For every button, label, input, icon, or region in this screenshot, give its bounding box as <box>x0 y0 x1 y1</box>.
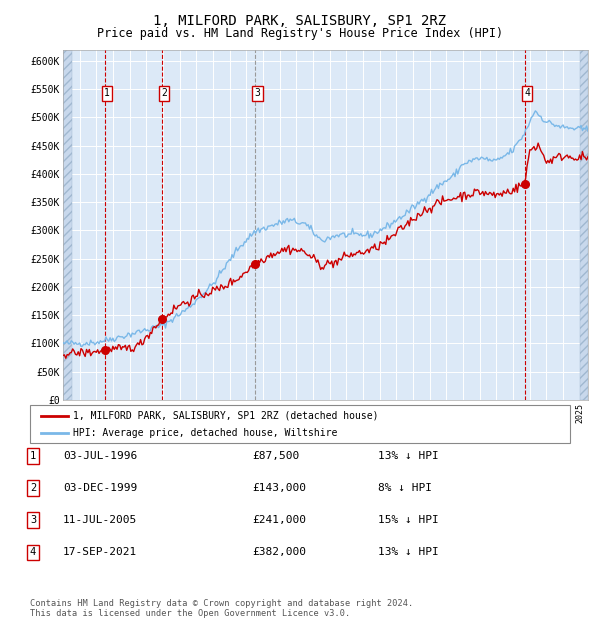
Text: 3: 3 <box>30 515 36 525</box>
Text: Contains HM Land Registry data © Crown copyright and database right 2024.
This d: Contains HM Land Registry data © Crown c… <box>30 599 413 618</box>
Text: 1: 1 <box>30 451 36 461</box>
Bar <box>580 50 588 400</box>
Text: 2: 2 <box>30 483 36 493</box>
Text: 4: 4 <box>524 89 530 99</box>
Text: Price paid vs. HM Land Registry's House Price Index (HPI): Price paid vs. HM Land Registry's House … <box>97 27 503 40</box>
Text: 2: 2 <box>161 89 167 99</box>
Text: 11-JUL-2005: 11-JUL-2005 <box>63 515 137 525</box>
Text: 1: 1 <box>104 89 110 99</box>
Text: 15% ↓ HPI: 15% ↓ HPI <box>378 515 439 525</box>
Text: £143,000: £143,000 <box>252 483 306 493</box>
Text: 1, MILFORD PARK, SALISBURY, SP1 2RZ: 1, MILFORD PARK, SALISBURY, SP1 2RZ <box>154 14 446 28</box>
Text: £382,000: £382,000 <box>252 547 306 557</box>
Text: 8% ↓ HPI: 8% ↓ HPI <box>378 483 432 493</box>
Text: 13% ↓ HPI: 13% ↓ HPI <box>378 547 439 557</box>
Text: 17-SEP-2021: 17-SEP-2021 <box>63 547 137 557</box>
Text: HPI: Average price, detached house, Wiltshire: HPI: Average price, detached house, Wilt… <box>73 428 338 438</box>
Bar <box>63 50 72 400</box>
Text: 03-DEC-1999: 03-DEC-1999 <box>63 483 137 493</box>
Text: 13% ↓ HPI: 13% ↓ HPI <box>378 451 439 461</box>
FancyBboxPatch shape <box>30 405 570 443</box>
Text: £87,500: £87,500 <box>252 451 299 461</box>
Text: 03-JUL-1996: 03-JUL-1996 <box>63 451 137 461</box>
Text: £241,000: £241,000 <box>252 515 306 525</box>
Text: 3: 3 <box>254 89 260 99</box>
Text: 1, MILFORD PARK, SALISBURY, SP1 2RZ (detached house): 1, MILFORD PARK, SALISBURY, SP1 2RZ (det… <box>73 410 379 420</box>
Text: 4: 4 <box>30 547 36 557</box>
